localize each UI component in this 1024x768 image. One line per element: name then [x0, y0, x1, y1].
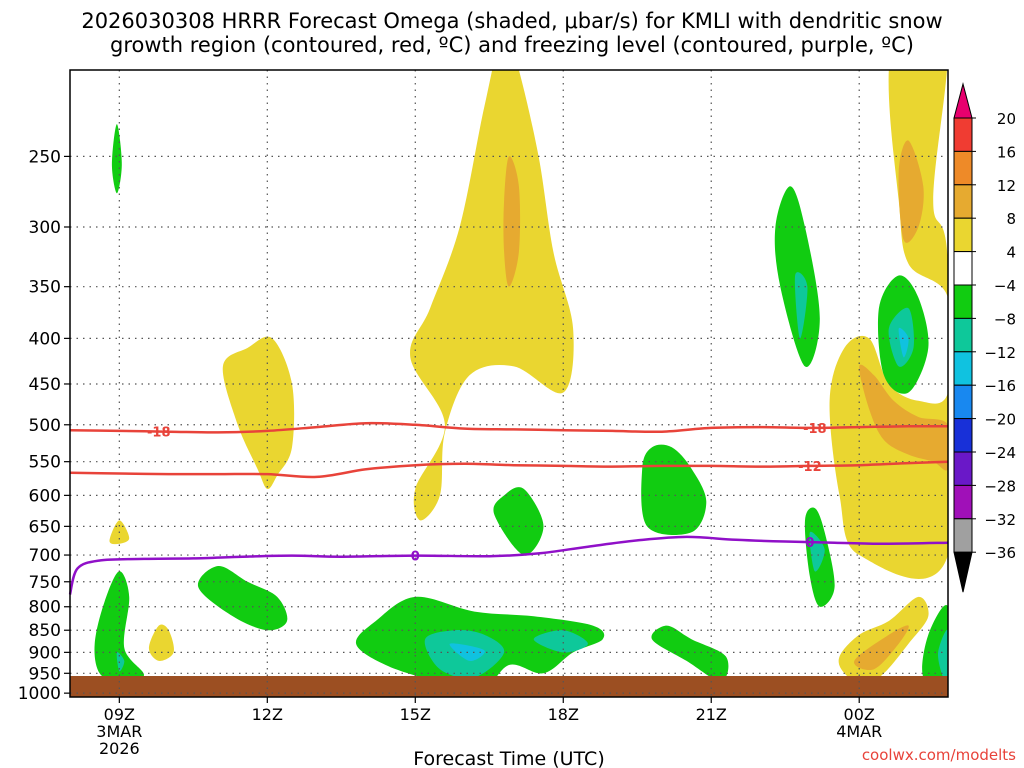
- shaded-regions: [94, 0, 948, 694]
- y-tick-label-800: 800: [29, 598, 61, 618]
- y-tick-label-650: 650: [29, 517, 61, 537]
- colorbar-arrow-top: [953, 82, 973, 119]
- contour-line--12: [69, 460, 949, 479]
- omega-region-21: [651, 625, 729, 682]
- omega-region-29: [849, 0, 864, 50]
- omega-region-1: [410, 70, 574, 521]
- x-tick-label-15Z: 15Z: [400, 705, 431, 724]
- contour-label-0-2: 0: [805, 536, 814, 551]
- colorbar-label-13: −36: [984, 544, 1016, 562]
- colorbar-band-11: [953, 451, 973, 486]
- y-tick-label-350: 350: [29, 278, 61, 298]
- contour-label--18-1: -18: [147, 426, 171, 441]
- x-tick-sublabel-4MAR: 4MAR: [836, 722, 882, 741]
- colorbar-label-11: −28: [984, 477, 1016, 495]
- omega-region-23: [794, 272, 808, 339]
- contour-label-0-1: 0: [411, 550, 420, 565]
- y-tick-label-300: 300: [29, 218, 61, 238]
- colorbar-band-5: [953, 251, 973, 286]
- colorbar-band-6: [953, 284, 973, 319]
- colorbar-band-10: [953, 418, 973, 453]
- y-tick-label-700: 700: [29, 546, 61, 566]
- colorbar: 20 16 12 8 4 −4 −8 −12 −16 −20 −24 −28 −32 −36: [953, 82, 1016, 593]
- colorbar-band-7: [953, 317, 973, 353]
- contour-label--12-1: -12: [798, 460, 822, 475]
- y-axis: 2503003504004505005506006507007508008509…: [18, 147, 70, 704]
- omega-region-12: [94, 571, 145, 682]
- colorbar-band-8: [953, 351, 973, 386]
- y-tick-label-900: 900: [29, 643, 61, 663]
- omega-region-11: [111, 124, 122, 194]
- omega-region-2: [503, 156, 521, 287]
- colorbar-band-12: [953, 484, 973, 520]
- omega-region-13: [116, 652, 125, 672]
- y-tick-label-850: 850: [29, 621, 61, 641]
- colorbar-label-0: 20: [997, 110, 1016, 128]
- omega-region-18: [533, 630, 588, 653]
- colorbar-label-5: −4: [994, 277, 1016, 295]
- colorbar-band-4: [953, 217, 973, 253]
- omega-region-7: [859, 364, 948, 471]
- y-tick-label-1000: 1000: [18, 684, 61, 704]
- omega-region-10: [854, 625, 909, 670]
- omega-region-8: [898, 140, 924, 243]
- contour-line-0: [68, 535, 949, 595]
- contour-label--18-2: -18: [803, 422, 827, 437]
- credit-text: coolwx.com/modelts: [862, 746, 1016, 764]
- colorbar-label-7: −12: [984, 344, 1016, 362]
- colorbar-label-4: 4: [1006, 244, 1016, 262]
- colorbar-band-2: [953, 150, 973, 186]
- omega-region-3: [222, 336, 295, 490]
- colorbar-label-8: −16: [984, 377, 1016, 395]
- colorbar-band-3: [953, 184, 973, 219]
- chart-title-line-1: 2026030308 HRRR Forecast Omega (shaded, …: [81, 9, 943, 33]
- colorbar-arrow-bottom: [953, 551, 973, 593]
- x-tick-label-21Z: 21Z: [696, 705, 727, 724]
- y-tick-label-600: 600: [29, 486, 61, 506]
- contour-line--18: [69, 421, 949, 434]
- grid-lines: [70, 70, 948, 697]
- y-tick-label-500: 500: [29, 416, 61, 436]
- y-tick-label-550: 550: [29, 453, 61, 473]
- y-tick-label-450: 450: [29, 375, 61, 395]
- colorbar-band-13: [953, 518, 973, 553]
- y-tick-label-750: 750: [29, 573, 61, 593]
- contour-lines: -18 -18 -12 0 0: [68, 421, 949, 595]
- x-axis-title: Forecast Time (UTC): [413, 748, 604, 768]
- colorbar-label-10: −24: [984, 444, 1016, 462]
- colorbar-label-2: 12: [997, 177, 1016, 195]
- colorbar-band-1: [953, 117, 973, 152]
- ground-surface: [70, 676, 948, 697]
- omega-region-28: [898, 327, 909, 358]
- y-tick-label-950: 950: [29, 664, 61, 684]
- colorbar-band-9: [953, 384, 973, 420]
- x-tick-label-09Z: 09Z: [104, 705, 135, 724]
- x-tick-sublabel-2026: 2026: [99, 739, 140, 758]
- colorbar-label-1: 16: [997, 143, 1016, 161]
- colorbar-label-9: −20: [984, 411, 1016, 429]
- omega-region-20: [493, 487, 544, 556]
- colorbar-label-6: −8: [994, 310, 1016, 328]
- omega-region-14: [197, 565, 288, 631]
- chart-title-line-2: growth region (contoured, red, ºC) and f…: [110, 33, 914, 57]
- colorbar-label-3: 8: [1006, 210, 1016, 228]
- colorbar-label-12: −32: [984, 511, 1016, 529]
- x-tick-label-00Z: 00Z: [844, 705, 875, 724]
- omega-region-31: [938, 629, 948, 682]
- omega-region-19: [641, 444, 707, 536]
- y-tick-label-400: 400: [29, 329, 61, 349]
- y-tick-label-250: 250: [29, 147, 61, 167]
- x-tick-sublabel-3MAR: 3MAR: [96, 722, 142, 741]
- x-tick-label-18Z: 18Z: [548, 705, 579, 724]
- x-tick-label-12Z: 12Z: [252, 705, 283, 724]
